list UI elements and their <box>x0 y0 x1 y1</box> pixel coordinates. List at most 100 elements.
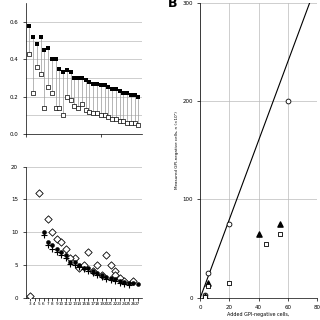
Point <box>128 120 133 125</box>
Point <box>121 90 126 95</box>
Point <box>63 252 68 258</box>
Point <box>38 34 43 39</box>
Point <box>124 90 130 95</box>
Point <box>53 57 58 62</box>
Point <box>102 83 107 88</box>
Point <box>227 280 232 285</box>
Point <box>90 271 95 276</box>
Point <box>68 70 73 75</box>
Point <box>54 246 60 251</box>
Point <box>136 94 141 99</box>
Point <box>34 42 39 47</box>
Point <box>60 113 66 118</box>
Point <box>49 57 54 62</box>
Point <box>68 256 73 261</box>
Point <box>113 279 118 284</box>
Point <box>205 270 210 276</box>
Point <box>76 76 81 81</box>
Point <box>45 239 51 244</box>
Point <box>113 272 118 277</box>
Point <box>77 266 82 271</box>
Point <box>91 81 96 86</box>
Point <box>132 120 137 125</box>
Point <box>99 272 104 277</box>
Point <box>104 274 109 279</box>
Point <box>81 262 86 268</box>
Point <box>64 68 69 73</box>
Point <box>42 47 47 52</box>
Point <box>117 276 122 281</box>
Point <box>45 85 51 90</box>
Point <box>57 105 62 110</box>
Point <box>91 111 96 116</box>
Point <box>109 87 115 92</box>
Point <box>202 293 207 298</box>
Point <box>104 276 109 281</box>
Point <box>135 281 140 286</box>
Point <box>122 279 127 284</box>
Point <box>108 262 113 268</box>
Point <box>285 99 290 104</box>
Point <box>104 252 109 258</box>
Point <box>54 236 60 241</box>
Point <box>90 269 95 274</box>
Point <box>42 105 47 110</box>
Point <box>126 282 131 287</box>
Point <box>72 262 77 268</box>
X-axis label: Added GPI-negative cells,: Added GPI-negative cells, <box>228 312 290 316</box>
Point <box>77 262 82 268</box>
Point <box>117 89 122 94</box>
Point <box>263 241 268 246</box>
Point <box>278 221 283 227</box>
Point <box>108 277 113 283</box>
Point <box>121 118 126 124</box>
Point <box>117 118 122 124</box>
Point <box>50 243 55 248</box>
Point <box>68 259 73 264</box>
Point <box>113 277 118 282</box>
Point <box>202 292 207 297</box>
Point <box>54 249 60 254</box>
Point <box>34 64 39 69</box>
Point <box>122 279 127 284</box>
Point <box>53 105 58 110</box>
Point <box>86 266 91 271</box>
Point <box>98 83 103 88</box>
Point <box>72 103 77 108</box>
Point <box>81 266 86 271</box>
Point <box>38 72 43 77</box>
Y-axis label: Measured GPI-negative cells, n (×10⁴): Measured GPI-negative cells, n (×10⁴) <box>175 111 180 189</box>
Point <box>63 246 68 251</box>
Point <box>27 23 32 28</box>
Point <box>41 233 46 238</box>
Point <box>68 261 73 266</box>
Point <box>98 113 103 118</box>
Point <box>87 79 92 84</box>
Point <box>109 116 115 122</box>
Point <box>72 76 77 81</box>
Point <box>113 116 118 122</box>
Point <box>86 249 91 254</box>
Point <box>79 101 84 107</box>
Point <box>72 256 77 261</box>
Point <box>68 98 73 103</box>
Point <box>60 70 66 75</box>
Point <box>86 269 91 274</box>
Point <box>50 246 55 251</box>
Point <box>45 45 51 51</box>
Point <box>49 90 54 95</box>
Point <box>256 231 261 236</box>
Point <box>227 221 232 227</box>
Point <box>94 81 100 86</box>
Point <box>117 278 122 283</box>
Point <box>205 280 210 285</box>
Point <box>94 111 100 116</box>
Point <box>76 105 81 110</box>
Point <box>117 280 122 285</box>
Point <box>202 294 207 299</box>
Point <box>79 76 84 81</box>
Point <box>45 243 51 248</box>
Point <box>131 279 136 284</box>
Point <box>106 115 111 120</box>
Point <box>27 51 32 56</box>
